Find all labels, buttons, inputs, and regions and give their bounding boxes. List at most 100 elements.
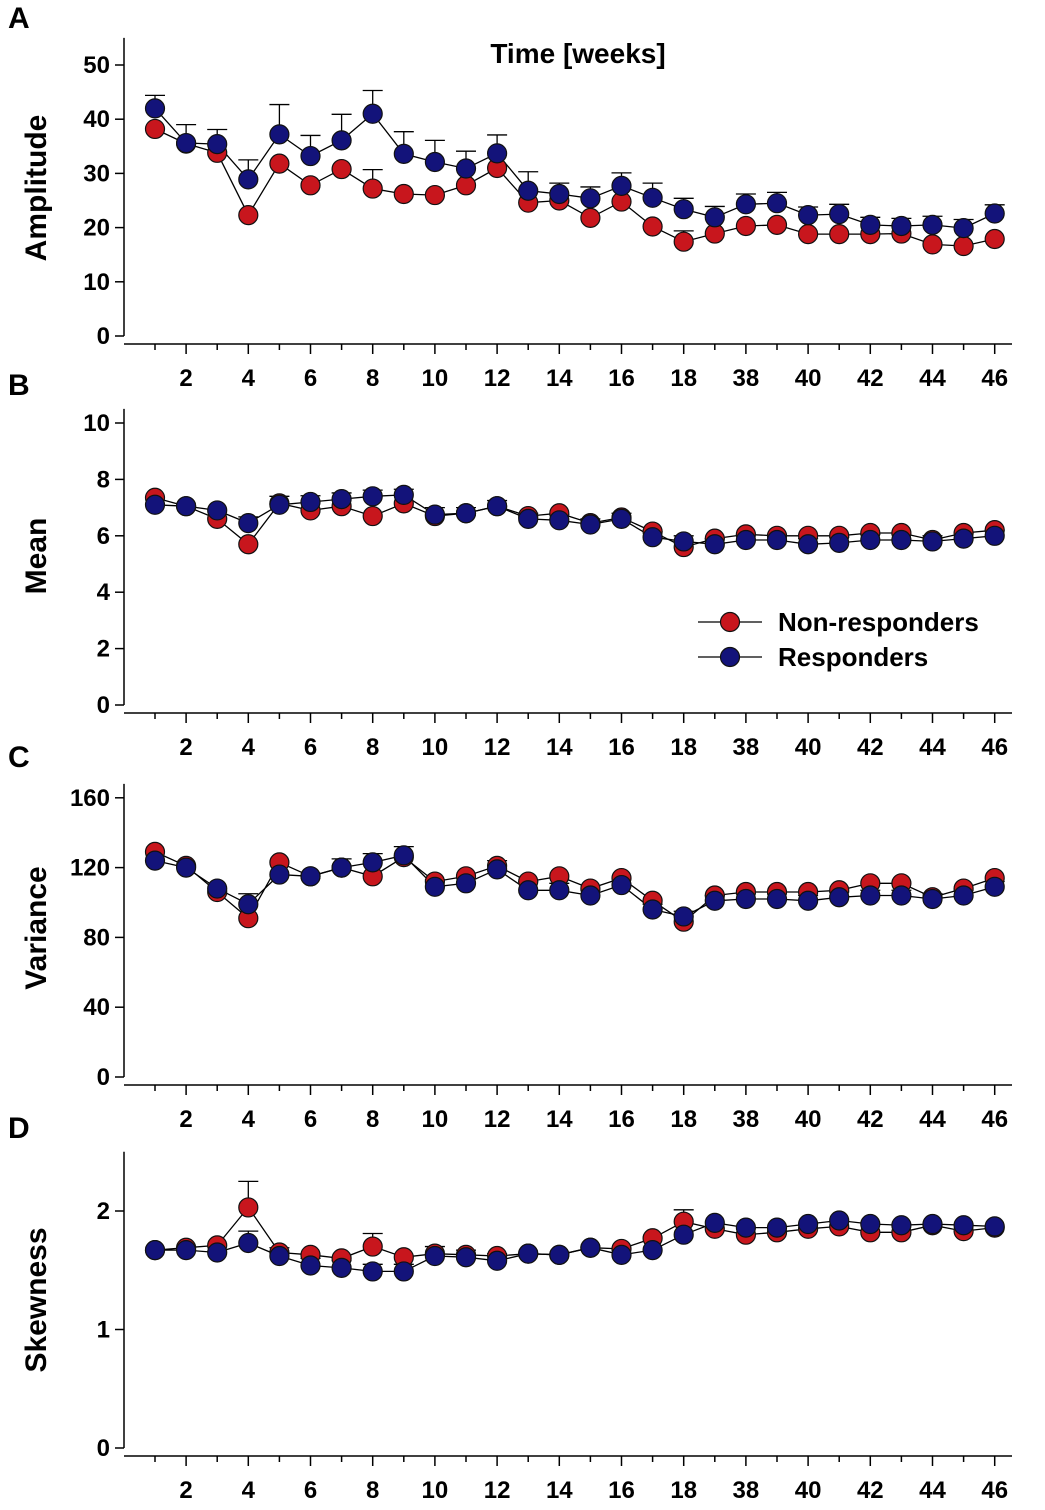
data-point-responders [735,529,757,551]
data-point-responders [611,175,632,196]
x-tick-label: 16 [608,734,635,761]
x-tick-label: 12 [484,1106,511,1133]
y-tick-label: 2 [97,1198,110,1225]
x-tick-label: 38 [733,365,760,392]
data-point-responders [860,885,881,906]
series-line [154,107,995,229]
y-tick-label: 120 [70,855,110,882]
series-line [154,851,995,923]
x-tick-label: 38 [733,734,760,761]
data-point-responders [393,1261,414,1282]
y-axis-label: Amplitude [20,115,53,262]
data-point-non-responders [362,505,383,527]
series-non-responders [154,497,995,548]
data-point-responders [300,866,321,887]
data-point-responders [424,1245,445,1267]
figure-title: Time [weeks] [490,38,665,69]
data-point-non-responders [797,224,819,245]
series-line [155,1219,995,1273]
data-point-responders [455,873,477,894]
data-point-responders [487,859,508,880]
data-point-responders [144,494,166,515]
data-point-responders [144,98,166,119]
x-tick-label: 6 [304,734,317,761]
data-point-responders [176,857,197,878]
x-tick-label: 44 [919,734,946,761]
data-point-responders [549,183,570,205]
data-point-responders [424,151,445,173]
legend-item: Non-responders [698,607,979,637]
data-point-responders [580,1237,601,1258]
data-point-responders [518,508,539,529]
data-point-non-responders [766,214,788,235]
data-point-responders [580,885,601,906]
data-point-non-responders [673,231,694,252]
data-point-non-responders [953,235,974,257]
data-point-non-responders [735,215,757,237]
x-tick-label: 44 [919,1106,946,1133]
x-tick-label: 12 [484,734,511,761]
data-point-non-responders [238,534,259,555]
x-tick-label: 18 [670,365,697,392]
data-point-responders [642,187,663,208]
x-tick-label: 4 [242,1477,256,1504]
data-point-responders [424,876,445,897]
data-point-responders [238,513,259,534]
data-point-non-responders [642,216,663,237]
data-point-responders [829,203,850,225]
x-tick-label: 18 [670,1106,697,1133]
x-tick-label: 12 [484,365,511,392]
data-point-responders [549,510,570,531]
data-point-responders [331,857,352,878]
panel-letter: D [8,1112,30,1145]
data-point-responders [766,888,788,910]
x-tick-label: 10 [422,365,449,392]
y-tick-label: 0 [97,323,110,350]
y-tick-label: 50 [83,52,110,79]
data-point-responders [735,1217,757,1238]
legend-label: Responders [778,642,928,672]
y-tick-label: 6 [97,523,110,550]
data-point-responders [300,491,321,513]
panel-letter: C [8,741,30,774]
data-point-responders [238,1232,259,1254]
x-tick-label: 40 [795,365,822,392]
data-point-non-responders [424,184,445,206]
data-point-responders [487,1250,508,1271]
data-point-responders [891,885,912,906]
data-point-responders [984,525,1005,546]
data-point-non-responders [580,207,601,228]
x-tick-label: 10 [422,1106,449,1133]
data-point-responders [611,508,632,529]
data-point-responders [238,169,259,190]
data-point-responders [144,850,166,871]
data-point-responders [797,1213,819,1235]
data-point-responders [673,531,694,552]
legend: Non-responders Responders [698,607,979,672]
data-point-responders [642,1240,663,1261]
series-line [154,497,995,548]
x-tick-label: 16 [608,1477,635,1504]
data-point-responders [269,494,290,515]
y-tick-label: 80 [83,924,110,951]
x-tick-label: 46 [981,734,1008,761]
data-point-non-responders [455,175,477,196]
series-line [154,494,995,545]
x-tick-label: 40 [795,734,822,761]
data-point-responders [393,143,414,164]
data-point-responders [611,1244,632,1265]
x-tick-label: 2 [179,1106,192,1133]
data-point-responders [797,205,819,226]
data-point-responders [393,484,414,506]
data-point-responders [487,496,508,517]
data-point-responders [984,203,1005,224]
data-point-responders [673,1224,694,1245]
data-point-responders [953,885,974,906]
legend-item: Responders [698,642,928,672]
data-point-responders [984,876,1005,897]
data-point-non-responders [922,234,943,255]
y-tick-label: 40 [83,106,110,133]
